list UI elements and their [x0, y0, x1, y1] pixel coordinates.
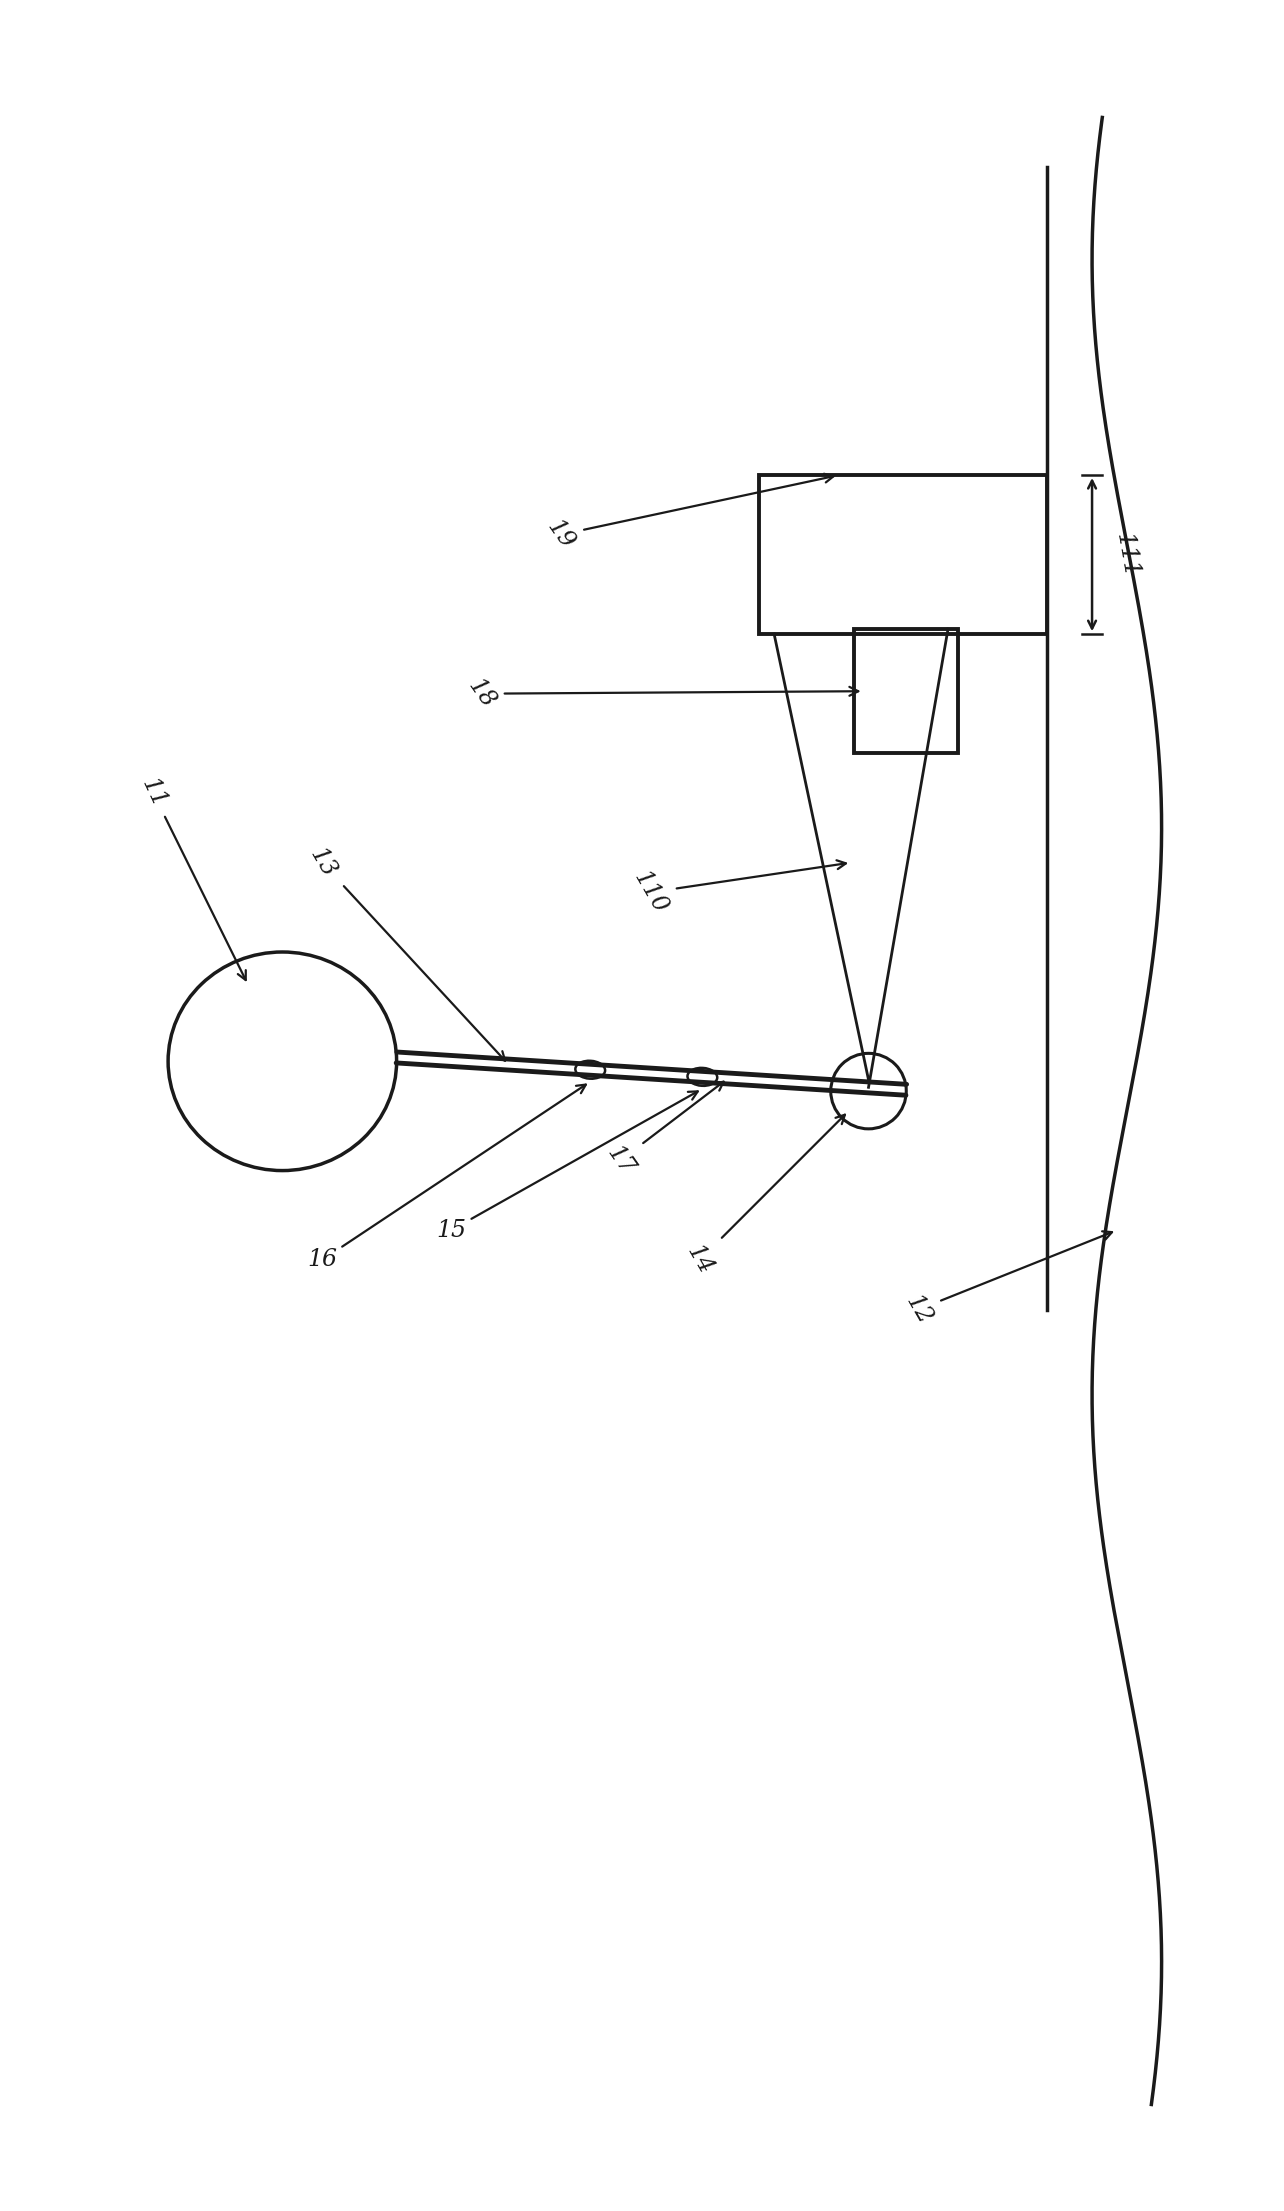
Bar	[854, 630, 958, 754]
Text: 16: 16	[307, 1086, 586, 1271]
Text: 110: 110	[629, 860, 846, 918]
Text: 12: 12	[901, 1232, 1112, 1329]
Text: 17: 17	[602, 1081, 724, 1178]
Text: 15: 15	[437, 1092, 697, 1243]
Text: 111: 111	[1112, 531, 1141, 579]
Bar	[759, 475, 1048, 635]
Text: 11: 11	[136, 774, 245, 979]
Text: 13: 13	[304, 845, 505, 1061]
Text: 18: 18	[464, 674, 858, 712]
Text: 14: 14	[682, 1114, 845, 1278]
Text: 19: 19	[543, 473, 833, 553]
